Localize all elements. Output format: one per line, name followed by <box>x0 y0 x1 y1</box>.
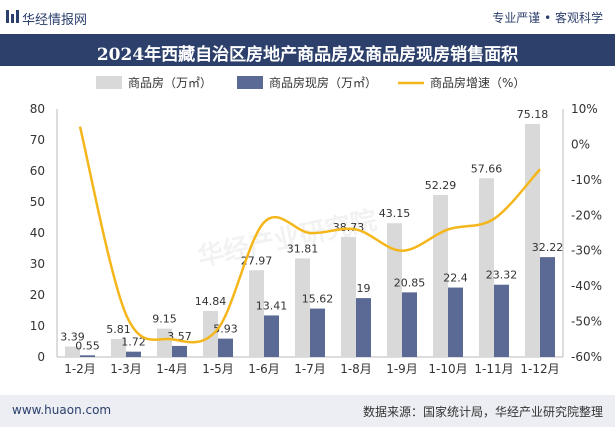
bar-completed <box>448 287 463 357</box>
bar-total-label: 75.18 <box>517 108 549 121</box>
x-tick-label: 1-12月 <box>520 362 559 376</box>
x-tick-label: 1-10月 <box>428 362 467 376</box>
left-tick-label: 40 <box>30 226 45 240</box>
bar-total <box>65 346 80 357</box>
bar-total-label: 3.39 <box>60 330 85 343</box>
logo-bars-icon <box>6 10 19 23</box>
bar-completed <box>540 257 555 357</box>
x-tick-label: 1-9月 <box>386 362 418 376</box>
legend-label-completed: 商品房现房（万㎡） <box>269 75 377 90</box>
bar-total-label: 38.73 <box>333 221 365 234</box>
bar-completed-label: 0.55 <box>75 339 100 352</box>
header-bar: 华经情报网 专业严谨 • 客观科学 <box>0 0 615 34</box>
legend-label-growth: 商品房增速（%） <box>430 75 525 90</box>
right-tick-label: -40% <box>571 279 602 293</box>
bar-total-label: 5.81 <box>106 323 131 336</box>
left-tick-label: 0 <box>37 350 45 364</box>
bar-total <box>157 328 172 357</box>
bar-completed-label: 15.62 <box>302 293 334 306</box>
bar-completed-label: 13.41 <box>256 299 288 312</box>
bar-completed <box>494 284 509 357</box>
left-tick-label: 70 <box>30 133 45 147</box>
growth-rate-line <box>78 126 541 344</box>
right-tick-label: -50% <box>571 315 602 329</box>
left-tick-label: 80 <box>30 102 45 116</box>
bar-total-label: 57.66 <box>471 162 503 175</box>
x-tick-label: 1-8月 <box>340 362 372 376</box>
bar-total-label: 52.29 <box>425 179 457 192</box>
bar-total-label: 9.15 <box>152 313 177 326</box>
right-tick-label: 10% <box>571 102 598 116</box>
bar-total-label: 14.84 <box>195 295 227 308</box>
bar-completed <box>310 308 325 357</box>
right-tick-label: -30% <box>571 244 602 258</box>
bar-completed-label: 22.4 <box>443 272 468 285</box>
bar-completed <box>402 292 417 357</box>
legend-swatch-completed <box>237 76 263 89</box>
bar-total <box>249 270 264 357</box>
bar-completed <box>126 351 141 357</box>
brand-name: 华经情报网 <box>22 13 88 28</box>
right-tick-label: 0% <box>571 137 590 151</box>
footer-bar: www.huaon.com 数据来源：国家统计局，华经产业研究院整理 <box>0 395 615 427</box>
x-tick-label: 1-5月 <box>202 362 234 376</box>
bar-total-label: 31.81 <box>287 242 319 255</box>
x-tick-label: 1-4月 <box>156 362 188 376</box>
left-tick-label: 10 <box>30 319 45 333</box>
bar-total <box>203 310 218 357</box>
x-tick-label: 1-2月 <box>64 362 96 376</box>
bar-completed-label: 20.85 <box>394 276 426 289</box>
bar-completed <box>356 298 371 357</box>
bar-completed <box>172 345 187 357</box>
website-link[interactable]: www.huaon.com <box>12 403 112 417</box>
bar-total <box>341 236 356 357</box>
x-tick-label: 1-11月 <box>474 362 513 376</box>
bar-completed-label: 23.32 <box>486 269 518 282</box>
bar-completed-label: 19 <box>357 282 371 295</box>
right-tick-label: -10% <box>571 173 602 187</box>
bar-total-label: 43.15 <box>379 207 411 220</box>
bar-completed-label: 32.22 <box>532 241 564 254</box>
bar-total <box>111 338 126 357</box>
bar-completed <box>218 338 233 357</box>
right-tick-label: -20% <box>571 208 602 222</box>
left-tick-label: 50 <box>30 195 45 209</box>
title-bar: 2024年西藏自治区房地产商品房及商品房现房销售面积 <box>0 34 615 66</box>
x-tick-label: 1-6月 <box>248 362 280 376</box>
left-tick-label: 60 <box>30 164 45 178</box>
bar-completed <box>80 355 95 357</box>
legend-label-total: 商品房（万㎡） <box>128 75 212 90</box>
legend-swatch-total <box>96 76 122 89</box>
left-tick-label: 20 <box>30 288 45 302</box>
bar-total-label: 27.97 <box>241 254 273 267</box>
tagline: 专业严谨 • 客观科学 <box>492 11 603 25</box>
bar-completed-label: 1.72 <box>121 336 146 349</box>
x-tick-label: 1-3月 <box>110 362 142 376</box>
bar-total <box>387 223 402 357</box>
data-source: 数据来源：国家统计局，华经产业研究院整理 <box>362 405 603 419</box>
right-tick-label: -60% <box>571 350 602 364</box>
bar-completed <box>264 315 279 357</box>
bar-total <box>479 178 494 357</box>
x-tick-label: 1-7月 <box>294 362 326 376</box>
chart-title: 2024年西藏自治区房地产商品房及商品房现房销售面积 <box>96 45 519 65</box>
bar-total <box>295 258 310 357</box>
left-tick-label: 30 <box>30 257 45 271</box>
